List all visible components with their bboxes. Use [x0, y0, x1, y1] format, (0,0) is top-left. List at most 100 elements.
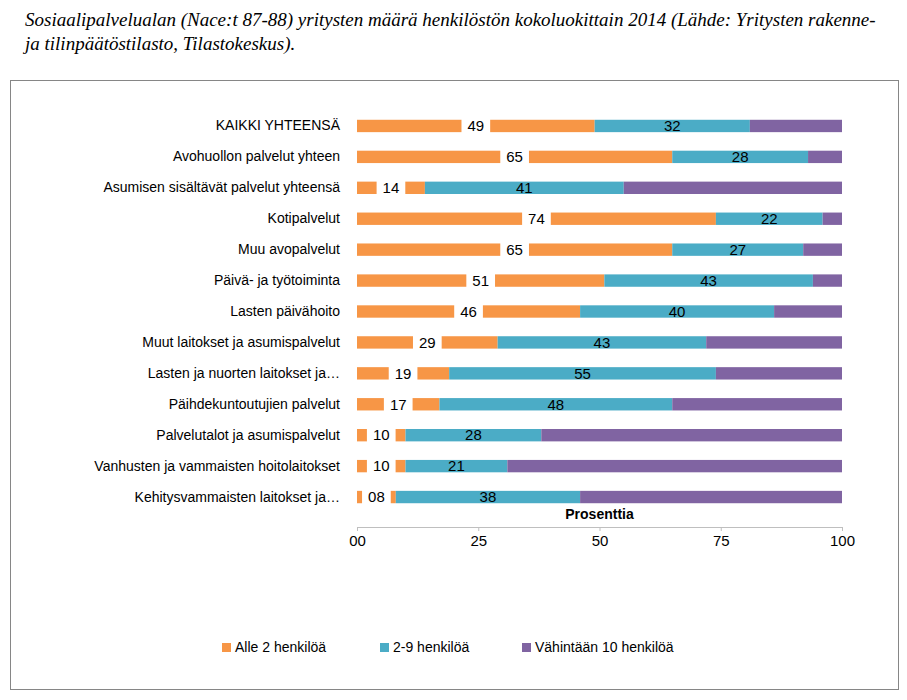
- label-background: [362, 488, 391, 506]
- data-label: 08: [368, 488, 385, 505]
- data-label: 41: [516, 179, 533, 196]
- bar: [624, 182, 842, 194]
- bar: [672, 398, 842, 410]
- data-label: 21: [448, 457, 465, 474]
- data-label-group: 65: [500, 148, 529, 166]
- chart: Sosiaalipalvelualan (Nace:t 87-88) yrity…: [0, 0, 907, 700]
- data-label: 65: [506, 148, 523, 165]
- data-label: 43: [700, 272, 717, 289]
- data-label: 14: [383, 179, 400, 196]
- label-background: [461, 117, 490, 135]
- data-label: 43: [594, 334, 611, 351]
- data-label: 10: [373, 457, 390, 474]
- data-label-group: 10: [367, 457, 396, 475]
- label-background: [384, 395, 413, 413]
- bar: [750, 120, 842, 132]
- data-label-group: 17: [384, 395, 413, 413]
- bar: [541, 429, 842, 441]
- y-tick: Kehitysvammaisten laitokset ja…: [135, 489, 357, 505]
- x-tick-mark: [721, 527, 722, 531]
- label-background: [466, 272, 495, 290]
- y-tick-label: Muu avopalvelut: [238, 241, 340, 257]
- data-label: 46: [460, 303, 477, 320]
- y-tick-label: KAIKKI YHTEENSÄ: [216, 117, 341, 133]
- y-tick: Kotipalvelut: [268, 210, 357, 226]
- data-label: 28: [465, 426, 482, 443]
- label-background: [367, 457, 396, 475]
- title-line: Sosiaalipalvelualan (Nace:t 87-88) yrity…: [25, 9, 876, 31]
- bar: [580, 491, 842, 503]
- y-tick-label: Lasten päivähoito: [230, 303, 340, 319]
- x-tick: 75: [713, 527, 730, 549]
- data-label-group: 14: [377, 179, 406, 197]
- bar: [823, 213, 842, 225]
- label-background: [413, 333, 442, 351]
- y-tick: Muut laitokset ja asumispalvelut: [142, 334, 357, 350]
- y-tick-label: Kehitysvammaisten laitokset ja…: [135, 489, 340, 505]
- x-tick-label: 00: [349, 532, 366, 549]
- bar: [803, 243, 842, 255]
- y-tick: Vanhusten ja vammaisten hoitolaitokset: [94, 458, 357, 474]
- x-tick-mark: [478, 527, 479, 531]
- y-tick: Lasten ja nuorten laitokset ja…: [148, 365, 357, 381]
- y-tick: Muu avopalvelut: [238, 241, 357, 257]
- legend-label: 2-9 henkilöä: [393, 639, 469, 655]
- y-tick: Päihdekuntoutujien palvelut: [169, 396, 357, 412]
- legend-swatch: [522, 643, 531, 652]
- y-tick: KAIKKI YHTEENSÄ: [216, 117, 357, 133]
- data-label-group: 29: [413, 333, 442, 351]
- y-tick-label: Päivä- ja työtoiminta: [214, 272, 340, 288]
- data-label: 29: [419, 334, 436, 351]
- data-label-group: 65: [500, 241, 529, 259]
- data-label-group: 28: [732, 148, 749, 165]
- data-label-group: 40: [669, 303, 686, 320]
- legend-item: Vähintään 10 henkilöä: [522, 639, 674, 655]
- bar: [813, 274, 842, 286]
- y-tick-label: Asumisen sisältävät palvelut yhteensä: [103, 179, 340, 195]
- label-background: [500, 148, 529, 166]
- label-background: [389, 364, 418, 382]
- x-tick-mark: [357, 527, 358, 531]
- data-label-group: 08: [362, 488, 391, 506]
- bar: [716, 367, 842, 379]
- x-tick: 25: [470, 527, 487, 549]
- data-label: 55: [574, 365, 591, 382]
- title-line: ja tilinpäätöstilasto, Tilastokeskus).: [22, 33, 295, 55]
- bars: [357, 120, 842, 503]
- y-tick: Asumisen sisältävät palvelut yhteensä: [103, 179, 357, 195]
- y-tick-label: Avohuollon palvelut yhteen: [173, 148, 340, 164]
- data-label: 17: [390, 396, 407, 413]
- data-label: 28: [732, 148, 749, 165]
- y-tick: Lasten päivähoito: [230, 303, 357, 319]
- data-label-group: 10: [367, 426, 396, 444]
- x-tick-label: 75: [713, 532, 730, 549]
- data-label-group: 32: [664, 117, 681, 134]
- title: Sosiaalipalvelualan (Nace:t 87-88) yrity…: [22, 9, 876, 55]
- data-label-group: 43: [700, 272, 717, 289]
- legend-item: Alle 2 henkilöä: [222, 639, 326, 655]
- y-tick-label: Palvelutalot ja asumispalvelut: [156, 427, 340, 443]
- x-axis-line: [358, 528, 843, 532]
- data-label-group: 38: [480, 488, 497, 505]
- legend-label: Vähintään 10 henkilöä: [535, 639, 674, 655]
- data-label-group: 27: [729, 241, 746, 258]
- y-axis-line: [357, 111, 358, 513]
- data-label-group: 41: [516, 179, 533, 196]
- y-tick-label: Vanhusten ja vammaisten hoitolaitokset: [94, 458, 340, 474]
- data-labels: 4965147465514629191710100832284122274340…: [362, 117, 778, 506]
- y-tick-label: Kotipalvelut: [268, 210, 340, 226]
- data-label: 49: [467, 117, 484, 134]
- data-label: 19: [395, 365, 412, 382]
- data-label-group: 22: [761, 210, 778, 227]
- data-label-group: 51: [466, 272, 495, 290]
- label-background: [454, 303, 483, 321]
- x-axis-title: Prosenttia: [565, 506, 634, 522]
- y-tick: Palvelutalot ja asumispalvelut: [156, 427, 357, 443]
- bar: [808, 151, 842, 163]
- data-label: 27: [729, 241, 746, 258]
- y-tick: Päivä- ja työtoiminta: [214, 272, 357, 288]
- legend: Alle 2 henkilöä 2-9 henkilöä Vähintään 10 …: [222, 639, 674, 655]
- label-background: [522, 210, 551, 228]
- x-axis: 00255075100: [349, 527, 855, 549]
- series-bars: [507, 120, 842, 503]
